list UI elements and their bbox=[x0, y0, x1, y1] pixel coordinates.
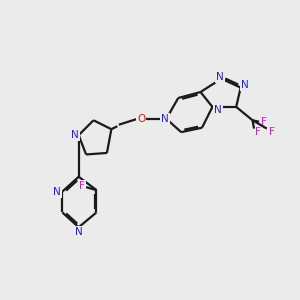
Text: N: N bbox=[75, 227, 83, 237]
Text: N: N bbox=[53, 187, 61, 196]
Text: F: F bbox=[255, 127, 261, 136]
Text: F: F bbox=[261, 117, 267, 127]
Text: N: N bbox=[214, 105, 222, 115]
Text: N: N bbox=[241, 80, 249, 90]
Text: F: F bbox=[269, 127, 275, 136]
Text: N: N bbox=[161, 114, 169, 124]
Text: N: N bbox=[71, 130, 79, 140]
Text: N: N bbox=[216, 72, 224, 82]
Text: F: F bbox=[79, 181, 85, 191]
Text: O: O bbox=[137, 114, 145, 124]
